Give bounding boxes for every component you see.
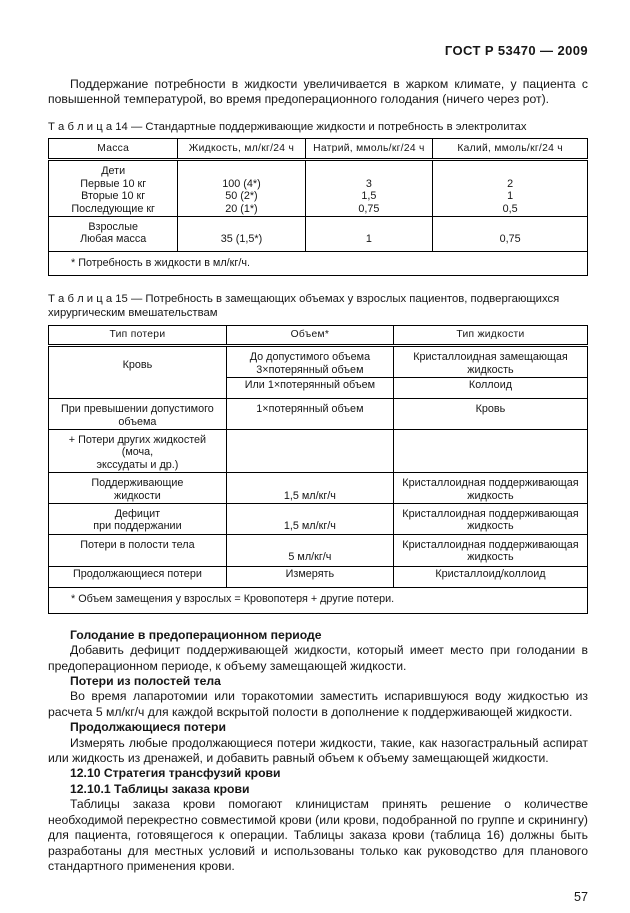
table14-caption: Т а б л и ц а 14 — Стандартные поддержив… [48,120,527,133]
section-body-ongoing-losses: Измерять любые продолжающиеся потери жид… [48,735,588,766]
section-heading-ongoing-losses: Продолжающиеся потери [70,720,226,735]
doc-code-header: ГОСТ Р 53470 — 2009 [444,43,588,58]
table14-col-mass: Масса [47,138,179,162]
cell-volume: 5 мл/кг/ч [225,533,394,567]
table14-row-adults: Взрослые Любая масса 35 (1,5*) 1 0,75 [47,215,588,252]
table15-row-ongoing: Продолжающиеся потери Измерять Кристалло… [48,565,589,588]
intro-paragraph: Поддержание потребности в жидкости увели… [48,77,588,107]
cell-sodium: 1 [304,215,434,252]
cell-fluid-type: Кристаллоидная поддерживающая жидкость [392,533,589,567]
table14-footnote: * Потребность в жидкости в мл/кг/ч. [48,250,588,276]
table14-row-children: Дети Первые 10 кг Вторые 10 кг Последующ… [47,159,588,217]
cell-loss-type: Продолжающиеся потери [48,565,227,588]
cell-fluid-type: Кровь [392,398,589,430]
chapter-heading-12-10: 12.10 Стратегия трансфузий крови [70,766,281,781]
cell-fluid: 35 (1,5*) [177,215,306,252]
table15-col-volume: Объем* [225,324,394,348]
cell-volume: Или 1×потерянный объем [225,377,394,400]
table-14: Масса Жидкость, мл/кг/24 ч Натрий, ммоль… [47,138,588,276]
cell-sodium: 3 1,5 0,75 [304,159,434,217]
table15-row-blood-b: Или 1×потерянный объем Коллоид [49,377,589,400]
cell-loss-type: Поддерживающие жидкости [48,472,227,504]
table15-col-fluid-type: Тип жидкости [392,324,589,348]
cell-fluid-type: Кристаллоидная поддерживающая жидкость [392,472,589,504]
table15-footnote: * Объем замещения у взрослых = Кровопоте… [48,586,588,614]
cell-mass: Дети Первые 10 кг Вторые 10 кг Последующ… [47,159,179,217]
section-body-cavity-losses: Во время лапаротомии или торакотомии зам… [48,689,588,719]
table15-col-loss-type: Тип потери [48,324,227,348]
table15-row-deficit: Дефицит при поддержании 1,5 мл/кг/ч Крис… [48,503,589,535]
table15-caption: Т а б л и ц а 15 — Потребность в замещаю… [48,292,560,320]
cell-loss-type: Кровь [48,345,227,400]
table14-col-potassium: Калий, ммоль/кг/24 ч [432,138,588,162]
cell-loss-type: + Потери других жидкостей (моча, экссуда… [48,428,227,474]
table14-header-row: Масса Жидкость, мл/кг/24 ч Натрий, ммоль… [47,138,588,162]
table14-col-fluid: Жидкость, мл/кг/24 ч [177,138,306,162]
cell-fluid: 100 (4*) 50 (2*) 20 (1*) [177,159,306,217]
cell-fluid-type: Коллоид [392,377,589,400]
cell-potassium: 0,75 [432,215,588,252]
section-heading-fasting: Голодание в предоперационном периоде [70,627,322,642]
table15-row-blood-a: Кровь До допустимого объема 3×потерянный… [48,345,589,400]
table15-footnote-row: * Объем замещения у взрослых = Кровопоте… [48,586,588,614]
cell-volume: 1,5 мл/кг/ч [225,503,394,535]
cell-mass: Взрослые Любая масса [47,215,179,252]
section-body-fasting: Добавить дефицит поддерживающей жидкости… [48,643,588,673]
cell-volume: 1,5 мл/кг/ч [225,472,394,504]
cell-loss-type: Дефицит при поддержании [48,503,227,535]
table-15: Тип потери Объем* Тип жидкости Кровь До … [48,324,589,614]
cell-fluid-type: Кристаллоид/коллоид [392,565,589,588]
table15-row-exceed: При превышении допустимого объема 1×поте… [48,398,589,430]
table15-row-other-losses: + Потери других жидкостей (моча, экссуда… [48,428,589,474]
table14-col-sodium: Натрий, ммоль/кг/24 ч [304,138,434,162]
cell-volume: 1×потерянный объем [225,398,394,430]
cell-loss-type: Потери в полости тела [48,533,227,567]
cell-loss-type: При превышении допустимого объема [48,398,227,430]
table15-header-row: Тип потери Объем* Тип жидкости [48,324,589,348]
page-content: ГОСТ Р 53470 — 2009 Поддержание потребно… [47,0,589,913]
chapter-heading-12-10-1: 12.10.1 Таблицы заказа крови [70,781,250,796]
cell-volume: Измерять [225,565,394,588]
cell-potassium: 2 1 0,5 [432,159,588,217]
cell-volume [225,428,394,474]
cell-volume: До допустимого объема 3×потерянный объем [225,345,394,379]
section-heading-cavity-losses: Потери из полостей тела [70,674,221,689]
table15-row-maintenance: Поддерживающие жидкости 1,5 мл/кг/ч Крис… [48,472,589,504]
table15-row-cavity: Потери в полости тела 5 мл/кг/ч Кристалл… [48,533,589,567]
cell-fluid-type [392,428,589,474]
cell-fluid-type: Кристаллоидная замещающая жидкость [392,345,589,379]
table14-footnote-row: * Потребность в жидкости в мл/кг/ч. [48,250,588,276]
chapter-body: Таблицы заказа крови помогают клинициста… [48,797,588,873]
text-sections: Голодание в предоперационном периоде Доб… [48,628,588,875]
cell-fluid-type: Кристаллоидная поддерживающая жидкость [392,503,589,535]
page-number: 57 [573,890,588,905]
